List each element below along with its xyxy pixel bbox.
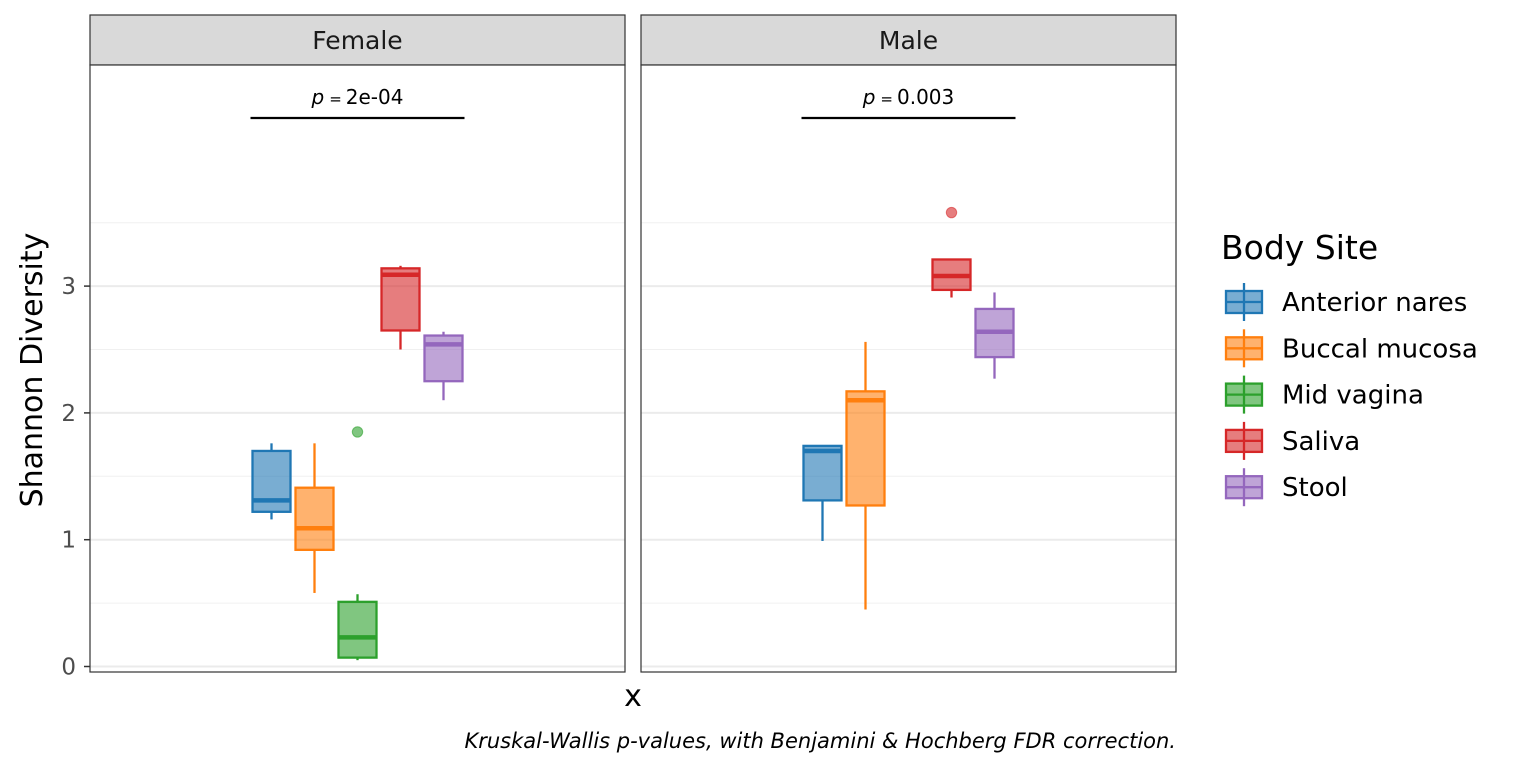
box-body	[294, 486, 335, 551]
facet-panel-female: Female p = 2e-04	[89, 14, 626, 673]
panel-border	[89, 64, 626, 673]
box-stool	[974, 292, 1015, 379]
p-value-text: 2e-04	[346, 85, 404, 109]
box-buccal-mucosa	[845, 341, 886, 610]
x-axis-title: x	[624, 679, 642, 714]
legend-item-saliva: Saliva	[1224, 421, 1360, 460]
y-tick-label: 0	[61, 655, 76, 681]
box-body	[337, 600, 378, 659]
box-body	[380, 267, 421, 332]
y-tick-label: 3	[61, 274, 76, 300]
outlier-point	[351, 426, 364, 438]
facet-strip-label: Male	[879, 26, 938, 55]
legend-item-mid-vagina: Mid vagina	[1224, 375, 1424, 414]
legend-title: Body Site	[1221, 228, 1378, 267]
facet-strip	[640, 14, 1177, 66]
y-tick-label: 1	[61, 528, 76, 554]
box-anterior-nares	[251, 443, 292, 520]
outlier-point	[945, 206, 958, 219]
box-stool	[423, 331, 464, 401]
y-tick-label: 2	[61, 401, 76, 427]
p-value-label: p = 2e-04	[311, 85, 404, 109]
box-body	[802, 444, 843, 502]
legend-item-anterior-nares: Anterior nares	[1224, 283, 1467, 321]
box-mid-vagina	[337, 426, 378, 661]
box-buccal-mucosa	[294, 443, 335, 593]
legend-label: Mid vagina	[1282, 381, 1424, 411]
legend: Body Site Anterior nares Buccal mucosa Mid …	[1221, 228, 1478, 507]
p-value-text: 0.003	[897, 85, 954, 109]
facet-panel-male: Male p = 0.003	[640, 14, 1177, 673]
facet-strip	[89, 14, 626, 66]
panel-background	[90, 65, 625, 672]
legend-label: Anterior nares	[1282, 288, 1467, 318]
legend-label: Saliva	[1282, 427, 1360, 457]
p-value-label: p = 0.003	[862, 85, 955, 109]
box-saliva	[380, 265, 421, 350]
facet-strip-label: Female	[312, 26, 402, 55]
legend-item-buccal-mucosa: Buccal mucosa	[1224, 329, 1478, 368]
facet-panels: Female p = 2e-04 Male p = 0.003 0 1 2 3	[61, 14, 1177, 681]
panel-background	[641, 65, 1176, 672]
y-axis: 0 1 2 3	[61, 274, 90, 681]
box-anterior-nares	[802, 444, 843, 541]
box-body	[251, 449, 292, 513]
box-body	[845, 390, 886, 507]
caption: Kruskal-Wallis p-values, with Benjamini …	[464, 729, 1176, 753]
y-axis-title: Shannon Diversity	[15, 233, 50, 508]
box-saliva	[931, 206, 972, 298]
panel-border	[640, 64, 1177, 673]
legend-label: Buccal mucosa	[1282, 334, 1478, 364]
legend-item-stool: Stool	[1224, 468, 1348, 507]
legend-label: Stool	[1282, 473, 1348, 503]
